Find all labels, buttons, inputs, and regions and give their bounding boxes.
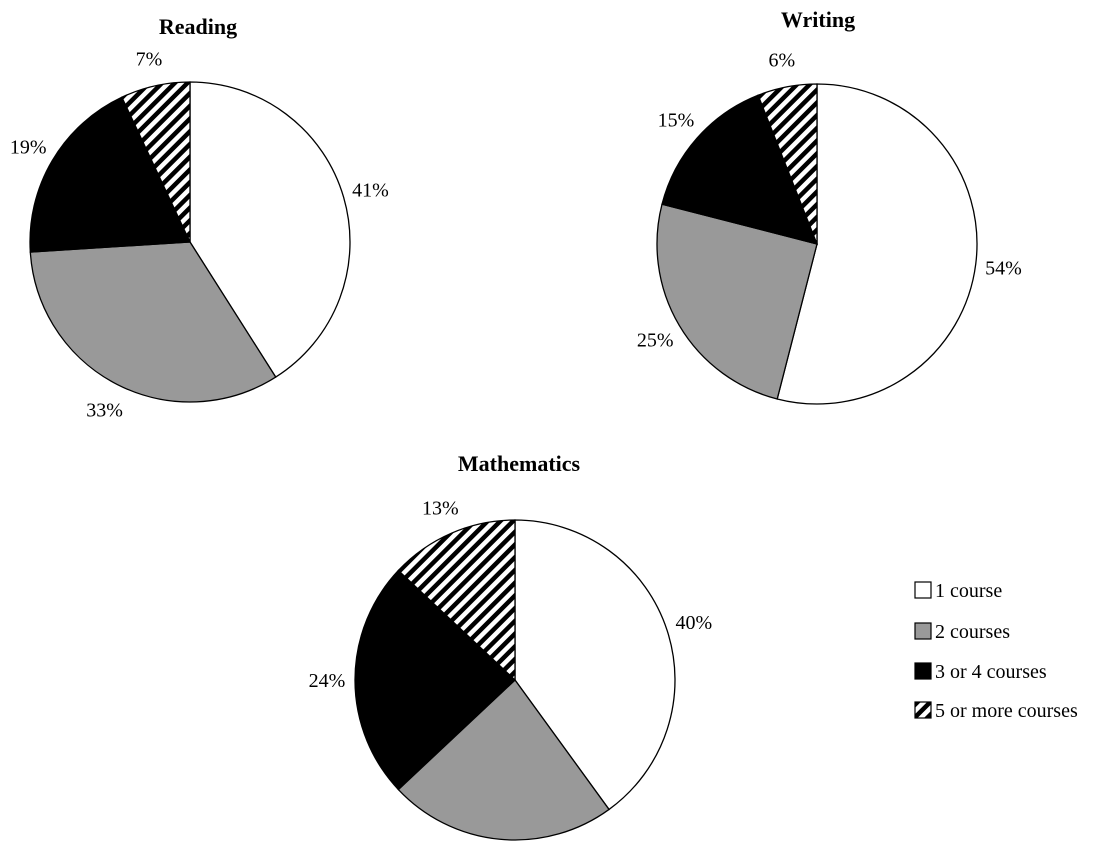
legend-item: 2 courses [914,621,1010,643]
slice-label: 25% [637,330,674,352]
pie-chart-reading: Reading 41% 33% 19% 7% [10,14,389,422]
legend-swatch [914,701,932,719]
pie-slice-2-courses [656,203,818,400]
slice-label: 6% [768,49,795,71]
legend-swatch [914,581,932,599]
chart-title: Reading [159,14,237,39]
chart-title: Mathematics [458,451,581,476]
slice-label: 13% [422,498,459,520]
slice-label: 7% [136,49,163,71]
slice-label: 54% [985,258,1022,280]
slice-label: 33% [86,400,123,422]
chart-title: Writing [781,7,855,32]
pie-slice-3-or-4-courses [354,569,516,791]
pie-slice-5-or-more-courses [121,81,191,243]
pie-chart-writing: Writing 54% 25% 15% 6% [637,7,1022,405]
slice-label: 19% [10,136,47,158]
pie-slice-2-courses [397,679,610,841]
legend-item: 5 or more courses [914,700,1078,722]
pie-slice-3-or-4-courses [661,94,819,245]
legend-swatch [914,622,932,640]
legend-label: 3 or 4 courses [935,661,1047,683]
legend-swatch [914,662,932,680]
pie-slice-1-course [514,519,676,811]
legend: 1 course 2 courses 3 or 4 courses 5 or m… [914,580,1078,722]
pie-slice-5-or-more-courses [397,519,516,682]
legend-label: 1 course [935,580,1002,602]
slice-label: 24% [309,670,346,692]
legend-label: 2 courses [935,621,1010,643]
legend-label: 5 or more courses [935,700,1078,722]
pie-slice-3-or-4-courses [29,96,191,253]
pie-chart-mathematics: Mathematics 40%23%24%13% [309,451,712,841]
pie-slice-1-course [189,81,351,378]
legend-item: 1 course [914,580,1002,602]
pie-slice-1-course [776,83,978,405]
pie-slice-5-or-more-courses [757,83,818,245]
pie-slice-2-courses [29,241,277,403]
slice-label: 41% [352,180,389,202]
legend-item: 3 or 4 courses [914,661,1047,683]
slice-label: 15% [658,110,695,132]
slice-label: 40% [675,612,712,634]
